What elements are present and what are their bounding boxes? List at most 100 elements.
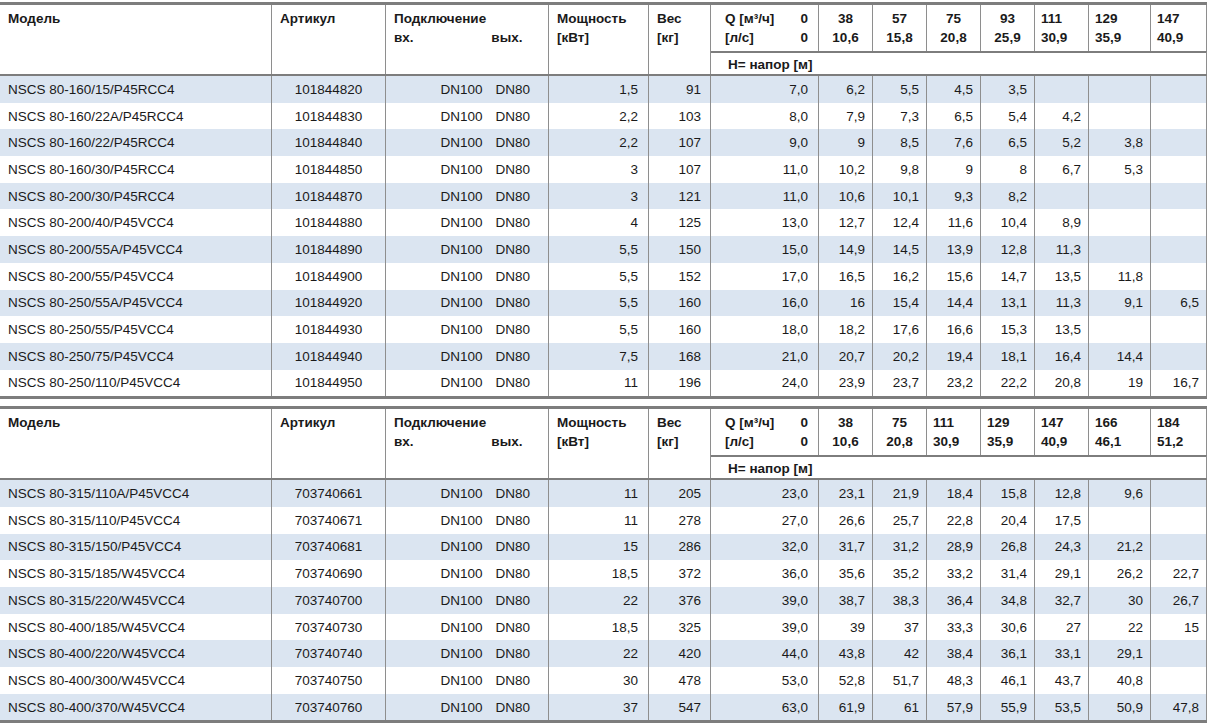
article-cell: 703740740	[272, 640, 386, 667]
article-cell: 703740681	[272, 534, 386, 561]
outlet-value: DN80	[495, 539, 530, 554]
connection-sublabels: вх. вых.	[394, 28, 548, 47]
model-cell: NSCS 80-400/300/W45VCC4	[0, 667, 272, 694]
head-cell	[1151, 343, 1207, 370]
flow-ls-value: 40,9	[1041, 432, 1088, 451]
head-cell: 16,5	[819, 263, 873, 290]
inlet-value: DN100	[440, 242, 482, 257]
head-cell: 22,8	[927, 507, 981, 534]
table-row: NSCS 80-250/55/P45VCC4101844930DN100DN80…	[0, 316, 1207, 343]
head-cell: 22	[1089, 614, 1151, 641]
head-cell: 15,3	[981, 316, 1035, 343]
article-cell: 101844930	[272, 316, 386, 343]
model-cell: NSCS 80-200/40/P45VCC4	[0, 209, 272, 236]
outlet-label: вых.	[491, 434, 522, 449]
head-cell: 18,1	[981, 343, 1035, 370]
head-cell: 39	[819, 614, 873, 641]
inlet-value: DN100	[440, 135, 482, 150]
column-header-article: Артикул	[272, 5, 386, 74]
table-row: NSCS 80-200/55/P45VCC4101844900DN100DN80…	[0, 263, 1207, 290]
connection-cell: DN100DN80	[386, 480, 549, 507]
table-row: NSCS 80-400/185/W45VCC4703740730DN100DN8…	[0, 614, 1207, 641]
ls-unit-label: [л/с]	[725, 432, 754, 451]
table-header: Модель Артикул Подключение вх. вых. Мощн…	[0, 409, 1207, 480]
model-cell: NSCS 80-315/110/P45VCC4	[0, 507, 272, 534]
head-cell: 3,5	[981, 76, 1035, 103]
power-cell: 2,2	[549, 129, 649, 156]
head-cell: 11,0	[711, 156, 819, 183]
table-body: NSCS 80-160/15/P45RCC4101844820DN100DN80…	[0, 76, 1207, 396]
head-cell: 15,0	[711, 236, 819, 263]
inlet-value: DN100	[440, 513, 482, 528]
column-header-weight: Вес [кг]	[649, 5, 711, 74]
head-cell: 27,0	[711, 507, 819, 534]
weight-cell: 278	[649, 507, 711, 534]
article-cell: 703740661	[272, 480, 386, 507]
weight-cell: 376	[649, 587, 711, 614]
outlet-value: DN80	[495, 109, 530, 124]
ls-zero-value: 0	[800, 28, 808, 47]
head-cell: 4,5	[927, 76, 981, 103]
outlet-value: DN80	[495, 135, 530, 150]
power-cell: 11	[549, 480, 649, 507]
head-cell: 16,4	[1035, 343, 1089, 370]
column-header-model: Модель	[0, 409, 272, 478]
inlet-value: DN100	[440, 109, 482, 124]
head-cell: 14,4	[927, 290, 981, 317]
table-row: NSCS 80-250/55A/P45VCC4101844920DN100DN8…	[0, 290, 1207, 317]
head-cell: 43,8	[819, 640, 873, 667]
flow-column-header: 14740,9	[1035, 409, 1089, 455]
head-cell: 36,0	[711, 560, 819, 587]
inlet-value: DN100	[440, 620, 482, 635]
inlet-value: DN100	[440, 189, 482, 204]
model-cell: NSCS 80-250/75/P45VCC4	[0, 343, 272, 370]
connection-sublabels: вх. вых.	[394, 432, 548, 451]
power-cell: 2,2	[549, 103, 649, 130]
flow-m3h-value: 57	[873, 9, 926, 28]
inlet-value: DN100	[440, 322, 482, 337]
outlet-value: DN80	[495, 189, 530, 204]
head-cell: 8	[981, 156, 1035, 183]
inlet-value: DN100	[440, 82, 482, 97]
flow-m3h-value: 75	[927, 9, 980, 28]
head-cell: 5,3	[1089, 156, 1151, 183]
head-cell	[1151, 480, 1207, 507]
model-cell: NSCS 80-315/220/W45VCC4	[0, 587, 272, 614]
outlet-value: DN80	[495, 295, 530, 310]
outlet-value: DN80	[495, 593, 530, 608]
table-row: NSCS 80-250/110/P45VCC4101844950DN100DN8…	[0, 370, 1207, 397]
table-row: NSCS 80-400/370/W45VCC4703740760DN100DN8…	[0, 694, 1207, 721]
model-cell: NSCS 80-315/110A/P45VCC4	[0, 480, 272, 507]
head-cell: 30,6	[981, 614, 1035, 641]
flow-ls-value: 30,9	[933, 432, 980, 451]
head-cell: 31,4	[981, 560, 1035, 587]
connection-cell: DN100DN80	[386, 343, 549, 370]
flow-header-region: Q [м³/ч] 0 [л/с] 0 3810,65715,87520,8932…	[711, 5, 1207, 74]
head-cell	[1035, 183, 1089, 210]
head-cell: 16,7	[1151, 370, 1207, 397]
head-cell: 32,7	[1035, 587, 1089, 614]
head-cell: 13,9	[927, 236, 981, 263]
flow-column-header: 12935,9	[981, 409, 1035, 455]
head-cell: 20,4	[981, 507, 1035, 534]
model-cell: NSCS 80-250/55A/P45VCC4	[0, 290, 272, 317]
head-cell: 38,4	[927, 640, 981, 667]
q-column-header: Q [м³/ч] 0 [л/с] 0	[711, 409, 819, 455]
head-row-label: H= напор [м]	[711, 51, 1207, 74]
flow-column-header: 14740,9	[1151, 5, 1207, 51]
flow-column-header: 3810,6	[819, 409, 873, 455]
power-cell: 22	[549, 640, 649, 667]
head-cell: 20,7	[819, 343, 873, 370]
weight-cell: 547	[649, 694, 711, 721]
model-cell: NSCS 80-200/55A/P45VCC4	[0, 236, 272, 263]
q-zero-value: 0	[800, 9, 808, 28]
connection-cell: DN100DN80	[386, 370, 549, 397]
power-cell: 15	[549, 534, 649, 561]
model-cell: NSCS 80-400/370/W45VCC4	[0, 694, 272, 721]
power-cell: 3	[549, 156, 649, 183]
table-row: NSCS 80-315/110/P45VCC4703740671DN100DN8…	[0, 507, 1207, 534]
head-cell: 8,0	[711, 103, 819, 130]
weight-cell: 152	[649, 263, 711, 290]
power-cell: 11	[549, 370, 649, 397]
head-cell: 35,2	[873, 560, 927, 587]
